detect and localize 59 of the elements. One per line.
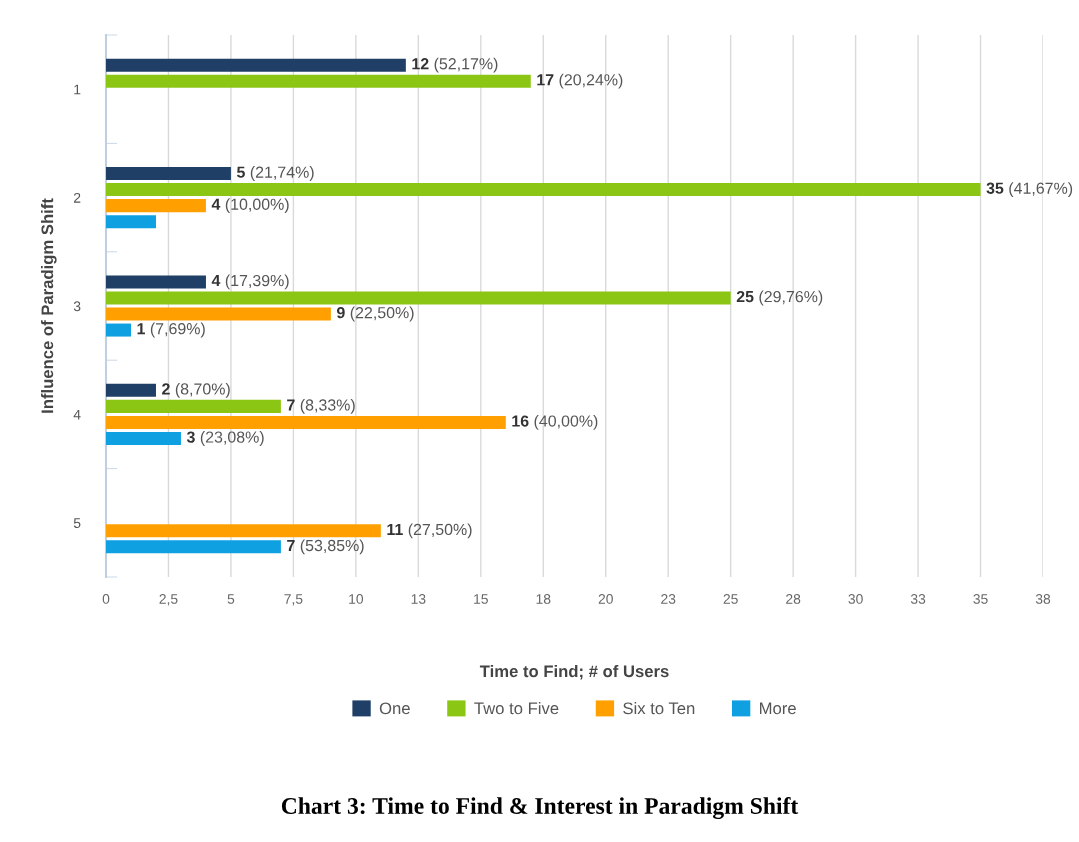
x-tick-label: 38 xyxy=(1035,594,1051,604)
x-tick-label: 5 xyxy=(227,594,235,604)
data-label: 7 (53,85%) xyxy=(287,539,364,555)
data-label: 9 (22,50%) xyxy=(336,306,414,322)
x-tick-label: 20 xyxy=(598,594,613,604)
data-label: 2 (8,70%) xyxy=(162,382,230,398)
bar xyxy=(106,415,506,429)
y-tick-label: 1 xyxy=(74,84,81,95)
x-tick-label: 18 xyxy=(536,594,551,604)
bar xyxy=(106,323,131,337)
bar xyxy=(106,399,281,413)
data-label: 17 (20,24%) xyxy=(537,73,623,89)
y-tick-label: 4 xyxy=(73,409,81,420)
x-tick-label: 10 xyxy=(349,594,364,604)
x-tick-label: 15 xyxy=(474,594,488,604)
bar xyxy=(106,74,531,88)
data-label: 3 (23,08%) xyxy=(186,431,264,446)
data-label: 12 (52,17%) xyxy=(412,57,498,73)
data-label: 25 (29,76%) xyxy=(736,290,823,306)
y-tick-label: 3 xyxy=(73,301,81,312)
data-label: 35 (41,67%) xyxy=(986,182,1073,198)
x-tick-label: 23 xyxy=(661,594,676,604)
legend-label: Six to Ten xyxy=(623,701,695,715)
data-label: 5 (21,74%) xyxy=(236,166,314,181)
data-label: 7 (8,33%) xyxy=(287,398,355,414)
bar xyxy=(106,199,206,213)
data-label: 1 (7,69%) xyxy=(137,322,205,338)
x-tick-label: 33 xyxy=(910,594,926,604)
bar xyxy=(106,58,406,72)
y-axis-title: Influence of Paradigm Shift xyxy=(41,198,57,413)
x-tick-label: 0 xyxy=(102,594,110,604)
x-axis-title: Time to Find; # of Users xyxy=(479,664,669,680)
legend-label: Two to Five xyxy=(474,701,559,715)
data-label: 4 (17,39%) xyxy=(211,274,289,290)
bar xyxy=(106,383,156,397)
x-tick-label: 25 xyxy=(723,594,738,604)
bar xyxy=(106,524,381,538)
bar xyxy=(106,275,206,289)
bar xyxy=(106,540,281,554)
x-tick-label: 2,5 xyxy=(159,594,178,606)
bar xyxy=(106,183,981,197)
bar xyxy=(106,167,231,181)
data-label: 11 (27,50%) xyxy=(387,523,472,539)
x-tick-label: 28 xyxy=(786,594,801,604)
data-label: 4 (10,00%) xyxy=(211,198,289,214)
bar xyxy=(106,307,331,321)
legend-label: More xyxy=(760,702,796,715)
bar xyxy=(106,291,731,305)
y-tick-label: 5 xyxy=(73,518,81,528)
text: Chart 3: Time to Find & Interest in Paradigm Shift xyxy=(281,797,799,819)
x-tick-label: 7,5 xyxy=(284,594,303,606)
bar xyxy=(106,215,156,229)
x-tick-label: 30 xyxy=(848,594,863,604)
bar xyxy=(106,431,181,445)
legend-label: One xyxy=(379,702,410,715)
x-tick-label: 35 xyxy=(973,594,988,604)
data-label: 16 (40,00%) xyxy=(512,414,598,430)
y-tick-label: 2 xyxy=(73,192,81,203)
x-tick-label: 13 xyxy=(411,594,426,604)
